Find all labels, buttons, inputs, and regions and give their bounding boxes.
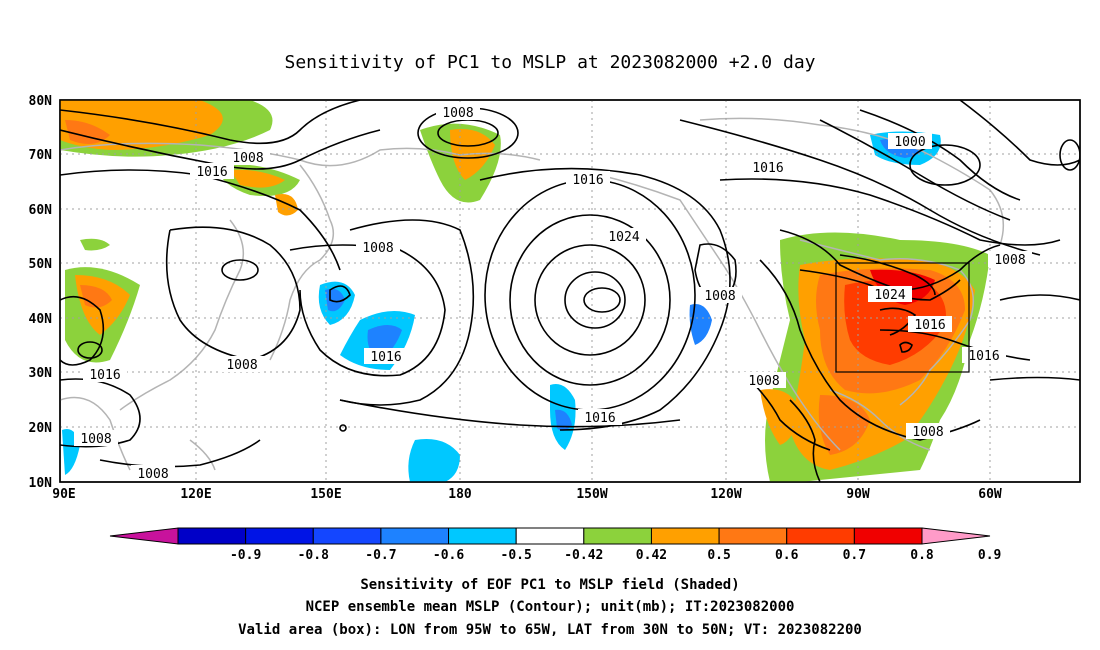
svg-text:1008: 1008	[748, 374, 779, 389]
colorbar-segment	[177, 527, 247, 545]
contour-label: 1008	[356, 239, 400, 256]
y-axis: 80N 70N 60N 50N 40N 30N 20N 10N	[29, 94, 53, 491]
contour-label: 1008	[220, 356, 264, 373]
y-tick-label: 70N	[29, 148, 53, 163]
contour-label: 1016	[962, 347, 1006, 364]
positive-sensitivity-shading	[60, 100, 990, 482]
mslp-contours	[60, 100, 1080, 482]
svg-text:1008: 1008	[912, 425, 943, 440]
contour-label: 1024	[868, 286, 912, 303]
contour-label: 1016	[83, 366, 127, 383]
y-tick-label: 80N	[29, 94, 53, 109]
colorbar-segment	[650, 527, 720, 545]
svg-text:1008: 1008	[994, 253, 1025, 268]
colorbar-segment	[380, 527, 450, 545]
valid-area-box	[835, 262, 970, 373]
contour-label: 1016	[746, 159, 790, 176]
colorbar-tick-label: 0.8	[910, 548, 934, 563]
contour-label: 1008	[906, 423, 950, 440]
contour-label: 1008	[131, 465, 175, 482]
map-panel: 1008 1016 1008 1008 1016 1024 1016 1000 …	[29, 94, 1081, 502]
colorbar-tick-label: -0.7	[365, 548, 396, 563]
y-tick-label: 60N	[29, 203, 53, 218]
colorbar-segment	[921, 527, 991, 545]
svg-text:1008: 1008	[442, 106, 473, 121]
colorbar-tick-label: 0.7	[843, 548, 866, 563]
colorbar-segment	[853, 527, 923, 545]
svg-text:1008: 1008	[226, 358, 257, 373]
contour-label: 1008	[436, 104, 480, 121]
contour-label: 1000	[888, 133, 932, 150]
svg-text:1024: 1024	[874, 288, 905, 303]
caption-line-1: Sensitivity of EOF PC1 to MSLP field (Sh…	[360, 577, 739, 593]
x-tick-label: 150E	[310, 487, 341, 502]
contour-label: 1024	[602, 228, 646, 245]
svg-text:1008: 1008	[704, 289, 735, 304]
svg-text:1008: 1008	[80, 432, 111, 447]
colorbar-segment	[718, 527, 788, 545]
x-tick-label: 90E	[52, 487, 75, 502]
y-tick-label: 20N	[29, 421, 53, 436]
x-tick-label: 120E	[180, 487, 211, 502]
colorbar-tick-label: -0.8	[298, 548, 329, 563]
contour-label: 1016	[364, 348, 408, 365]
x-tick-label: 60W	[978, 487, 1002, 502]
contour-label: 1008	[74, 430, 118, 447]
colorbar-segment	[448, 527, 517, 545]
colorbar-segment	[583, 527, 652, 545]
colorbar	[109, 527, 991, 545]
svg-text:1016: 1016	[584, 411, 615, 426]
colorbar-tick-label: 0.5	[707, 548, 730, 563]
colorbar-tick-label: -0.5	[501, 548, 532, 563]
contour-label: 1016	[190, 163, 234, 180]
colorbar-tick-label: 0.9	[978, 548, 1001, 563]
svg-text:1016: 1016	[196, 165, 227, 180]
colorbar-tick-label: 0.42	[636, 548, 667, 563]
x-axis: 90E 120E 150E 180 150W 120W 90W 60W	[52, 487, 1002, 502]
svg-text:1016: 1016	[914, 318, 945, 333]
svg-text:1016: 1016	[968, 349, 999, 364]
x-tick-label: 90W	[846, 487, 870, 502]
contour-label: 1016	[908, 316, 952, 333]
contour-label: 1008	[742, 372, 786, 389]
y-tick-label: 40N	[29, 312, 53, 327]
contour-label-group: 1008 1016 1008 1008 1016 1024 1016 1000 …	[74, 104, 1032, 482]
contour-label: 1008	[226, 149, 270, 166]
figure-title: Sensitivity of PC1 to MSLP at 2023082000…	[284, 52, 815, 73]
svg-text:1016: 1016	[752, 161, 783, 176]
colorbar-tick-label: -0.6	[433, 548, 464, 563]
svg-text:1016: 1016	[370, 350, 401, 365]
y-tick-label: 10N	[29, 476, 53, 491]
y-tick-label: 30N	[29, 366, 53, 381]
contour-label: 1016	[566, 171, 610, 188]
colorbar-labels: -0.9 -0.8 -0.7 -0.6 -0.5 -0.42 0.42 0.5 0.6 0.7 0.…	[230, 548, 1001, 563]
x-tick-label: 180	[448, 487, 472, 502]
contour-label: 1008	[988, 251, 1032, 268]
x-tick-label: 120W	[710, 487, 741, 502]
svg-text:1016: 1016	[89, 368, 120, 383]
contour-label: 1008	[698, 287, 742, 304]
y-tick-label: 50N	[29, 257, 53, 272]
caption-line-3: Valid area (box): LON from 95W to 65W, L…	[238, 622, 862, 638]
svg-text:1024: 1024	[608, 230, 639, 245]
footer-captions: Sensitivity of EOF PC1 to MSLP field (Sh…	[238, 577, 862, 638]
contour-label: 1016	[578, 409, 622, 426]
svg-text:1016: 1016	[572, 173, 603, 188]
x-tick-label: 150W	[576, 487, 607, 502]
svg-text:1008: 1008	[232, 151, 263, 166]
caption-line-2: NCEP ensemble mean MSLP (Contour); unit(…	[306, 599, 795, 615]
colorbar-tick-label: -0.9	[230, 548, 261, 563]
colorbar-segment	[312, 527, 382, 545]
svg-text:1008: 1008	[362, 241, 393, 256]
colorbar-tick-label: -0.42	[564, 548, 603, 563]
colorbar-segment	[515, 527, 585, 545]
svg-text:1000: 1000	[894, 135, 925, 150]
colorbar-segment	[786, 527, 855, 545]
colorbar-segment	[109, 527, 179, 545]
svg-text:1008: 1008	[137, 467, 168, 482]
colorbar-segment	[245, 527, 314, 545]
colorbar-tick-label: 0.6	[775, 548, 799, 563]
